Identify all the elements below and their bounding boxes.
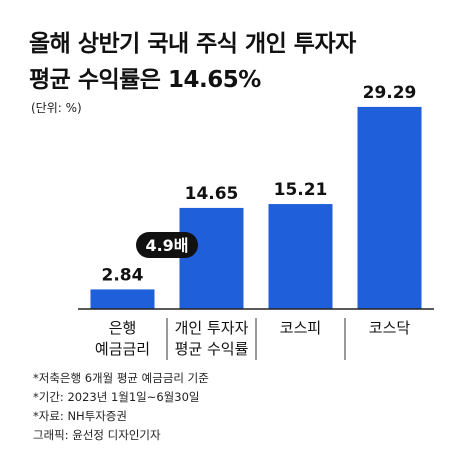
category-label-0-0: 은행 [109,319,137,337]
bar-value-label-1: 14.65 [185,184,239,204]
category-label-1-1: 평균 수익률 [175,340,249,358]
bar-0 [90,289,155,309]
category-label-2-0: 코스피 [280,319,321,337]
footnote-2: *기간: 2023년 1월1일~6월30일 [33,390,200,404]
unit-label: (단위: %) [31,101,82,115]
bar-value-label-3: 29.29 [363,83,417,103]
chart-title-line-2: 평균 수익률은 14.65% [29,67,261,93]
category-label-0-1: 예금금리 [95,340,150,358]
footnote-4: 그래픽: 윤선정 디자인기자 [33,428,161,442]
category-label-3-0: 코스닥 [369,319,411,337]
bar-1 [179,207,244,309]
chart-title-line-1: 올해 상반기 국내 주식 개인 투자자 [29,31,356,57]
ratio-badge [136,232,198,258]
footnote-1: *저축은행 6개월 평균 예금금리 기준 [33,371,209,385]
chart-title: 올해 상반기 국내 주식 개인 투자자 평균 수익률은 14.65% [29,26,449,98]
footnote-3: *자료: NH투자증권 [33,409,128,423]
footnotes: *저축은행 6개월 평균 예금금리 기준 *기간: 2023년 1월1일~6월3… [33,369,209,445]
category-label-1-0: 개인 투자자 [175,319,249,337]
bar-3 [357,106,422,309]
bar-value-label-0: 2.84 [102,265,144,285]
bar-value-label-2: 15.21 [274,180,328,200]
bar-2 [268,204,333,309]
ratio-badge-label: 4.9배 [145,236,188,255]
